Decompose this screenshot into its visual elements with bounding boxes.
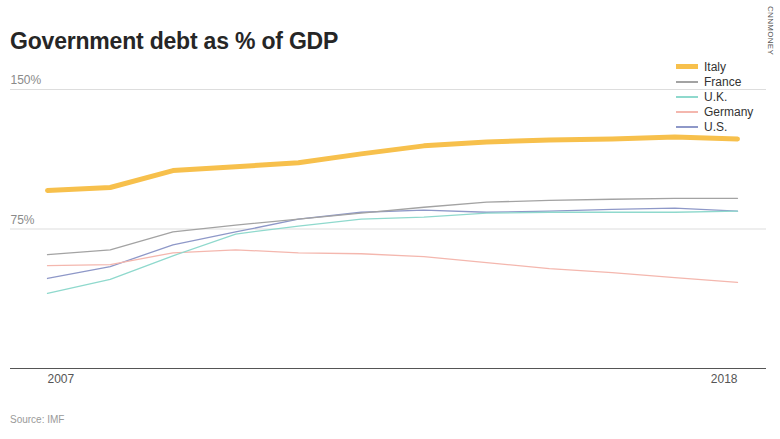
html-text:Source: IMF: Source: IMF [10,414,65,425]
svg-text:2018: 2018 [711,372,738,386]
html-text:U.S.: U.S. [704,119,728,134]
html-text:Italy: Italy [704,59,726,74]
html-text:CNNMONEY: CNNMONEY [766,6,775,56]
html-text:France: France [704,74,742,89]
svg-text:2007: 2007 [48,372,75,386]
svg-text:150%: 150% [11,73,42,87]
svg-text:75%: 75% [11,213,35,227]
html-text:Germany: Germany [704,104,754,119]
html-text:U.K.: U.K. [704,89,728,104]
html-text:Government debt as % of GDP: Government debt as % of GDP [10,28,339,54]
